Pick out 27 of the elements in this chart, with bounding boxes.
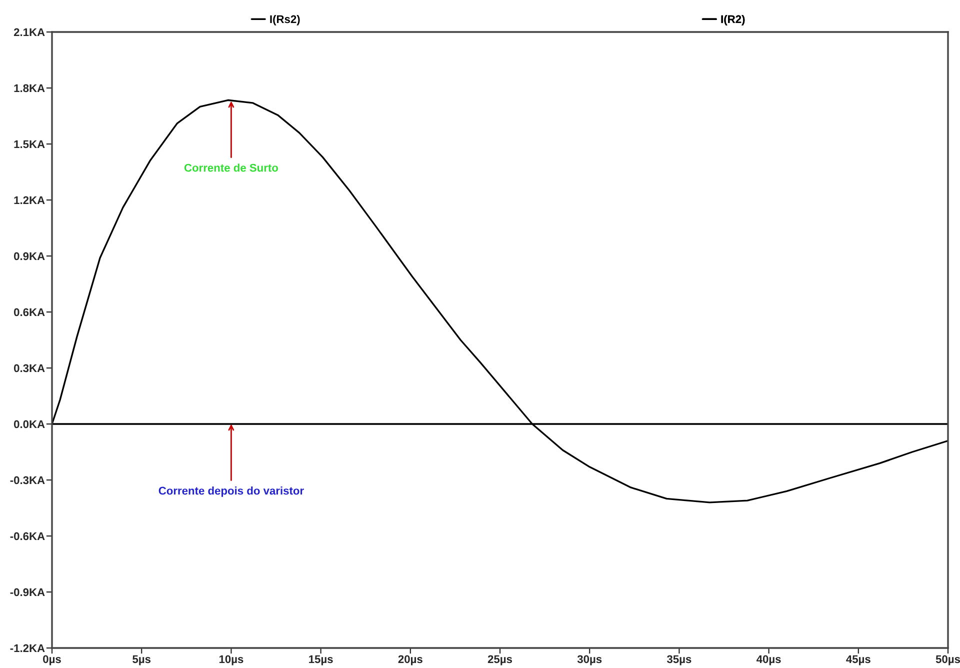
legend-label: I(R2) <box>721 14 745 26</box>
legend-label: I(Rs2) <box>270 14 300 26</box>
y-tick-label: -0.6KA <box>10 532 45 540</box>
x-tick-label: 35µs <box>666 655 692 666</box>
x-tick-label: 25µs <box>488 655 512 666</box>
y-tick-label: -0.3KA <box>10 476 45 484</box>
x-tick-label: 30µs <box>577 655 602 666</box>
x-tick-label: 40µs <box>756 655 781 666</box>
y-tick-label: 1.2KA <box>14 196 45 204</box>
y-tick-label: -0.9KA <box>10 588 45 596</box>
x-tick-label: 20µs <box>398 655 422 666</box>
y-tick-label: 1.8KA <box>14 84 45 92</box>
y-tick-label: 0.3KA <box>14 364 45 372</box>
x-tick-label: 15µs <box>309 655 333 666</box>
x-tick-label: 5µs <box>132 655 151 666</box>
annotation: Corrente depois do varistor <box>158 486 304 497</box>
x-tick-label: 45µs <box>846 655 870 666</box>
y-tick-label: 2.1KA <box>14 28 45 36</box>
y-tick-label: 1.5KA <box>14 140 45 148</box>
y-tick-label: -1.2KA <box>10 644 45 652</box>
x-tick-label: 0µs <box>43 655 61 666</box>
y-tick-label: 0.6KA <box>14 308 45 316</box>
y-tick-label: 0.0KA <box>14 420 45 428</box>
y-tick-label: 0.9KA <box>14 252 45 260</box>
annotation: Corrente de Surto <box>184 164 278 172</box>
x-tick-label: 50µs <box>936 655 960 666</box>
x-tick-label: 10µs <box>219 655 244 666</box>
